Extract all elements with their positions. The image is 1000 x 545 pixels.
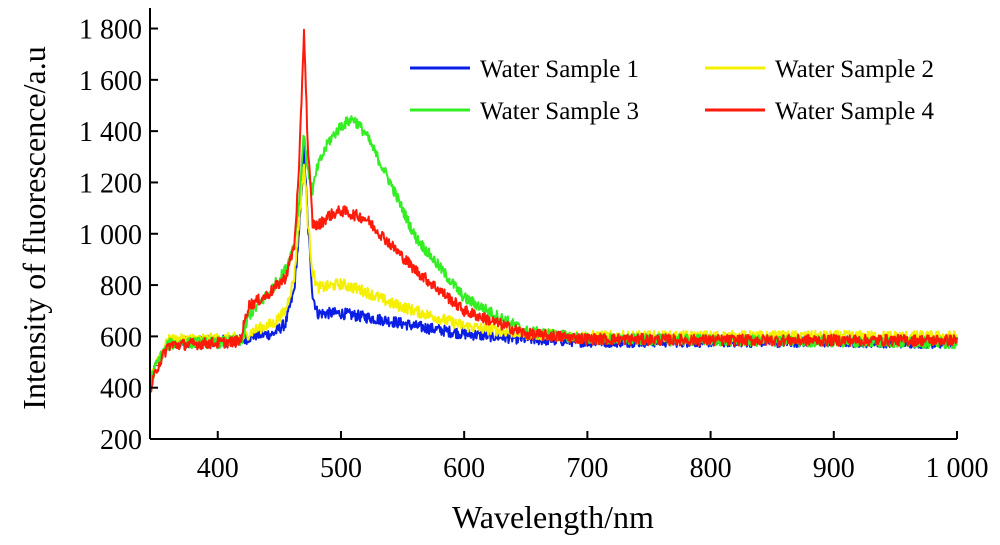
y-tick-label: 200 — [100, 425, 142, 456]
legend-item-1: Water Sample 1 — [410, 56, 639, 83]
y-tick-label: 1 200 — [79, 168, 142, 199]
y-tick-label: 800 — [100, 271, 142, 302]
y-axis-title: Intensity of fluorescence/a.u — [16, 46, 52, 409]
series-2 — [149, 163, 958, 382]
y-tick-label: 1 400 — [79, 117, 142, 148]
legend-label: Water Sample 4 — [775, 98, 935, 125]
series-4 — [149, 28, 958, 393]
x-axis-title: Wavelength/nm — [452, 499, 654, 535]
series-line-1 — [149, 144, 958, 384]
series-1 — [149, 144, 958, 384]
legend-label: Water Sample 1 — [480, 56, 639, 83]
series-line-2 — [149, 163, 958, 382]
legend-label: Water Sample 2 — [775, 56, 934, 83]
x-tick-label: 800 — [690, 453, 732, 484]
x-tick-label: 900 — [813, 453, 855, 484]
legend-label: Water Sample 3 — [480, 98, 639, 125]
y-tick-label: 1 600 — [79, 66, 142, 97]
y-tick-label: 1 000 — [79, 220, 142, 251]
x-tick-label: 700 — [566, 453, 608, 484]
x-tick-label: 600 — [443, 453, 485, 484]
axes-layer: 400 500 600 700 800 900 1 000 200 400 600 800 1 000… — [79, 8, 989, 484]
x-tick-label: 500 — [320, 453, 362, 484]
series-line-4 — [149, 28, 958, 393]
series-line-3 — [149, 115, 958, 387]
legend: Water Sample 1 Water Sample 2 Water Sample… — [410, 56, 935, 125]
legend-item-3: Water Sample 3 — [410, 98, 639, 125]
y-tick-label: 400 — [100, 374, 142, 405]
legend-item-2: Water Sample 2 — [705, 56, 934, 83]
x-tick-label: 400 — [197, 453, 239, 484]
legend-item-4: Water Sample 4 — [705, 98, 935, 125]
y-tick-label: 1 800 — [79, 15, 142, 46]
series-3 — [149, 115, 958, 387]
x-tick-label: 1 000 — [926, 453, 989, 484]
series-layer — [149, 28, 958, 393]
y-tick-label: 600 — [100, 322, 142, 353]
